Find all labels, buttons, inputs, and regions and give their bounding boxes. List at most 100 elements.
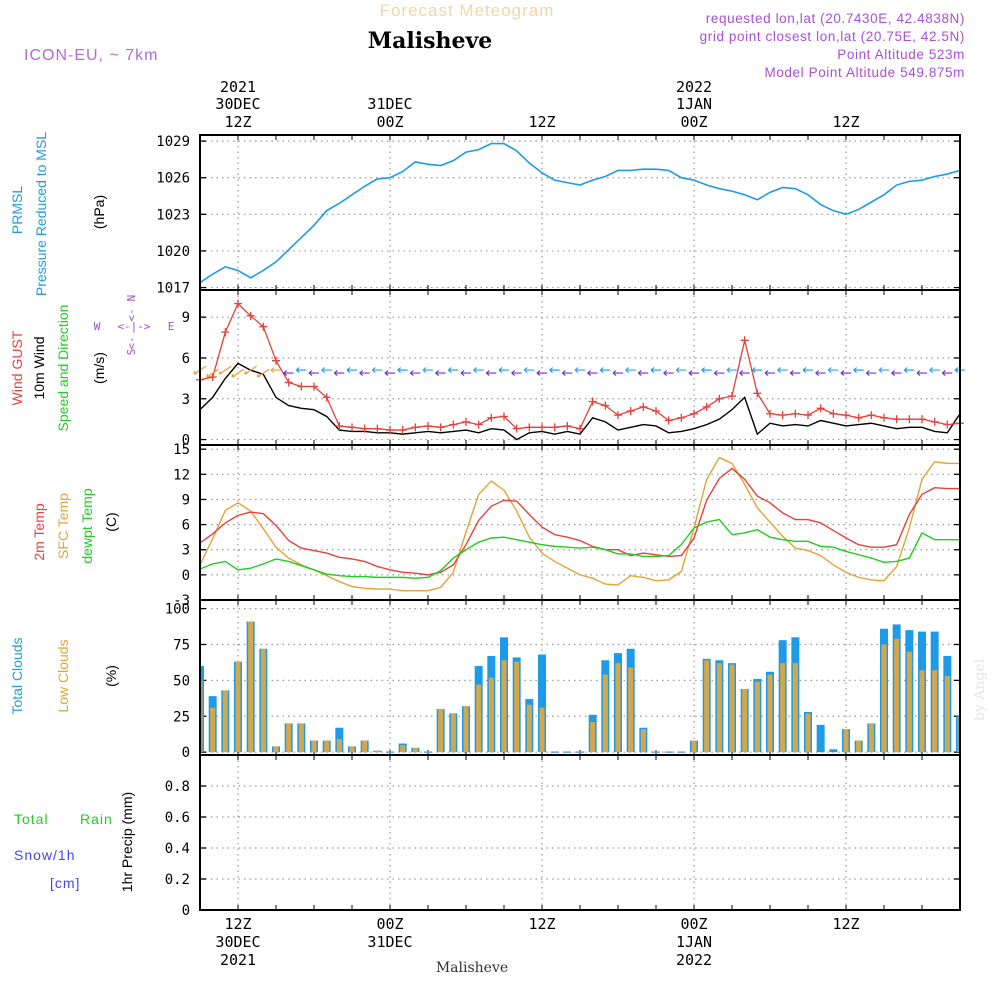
wind-direction-arrow	[231, 368, 245, 378]
wind-direction-arrow	[206, 368, 219, 378]
gust-marker	[221, 328, 230, 337]
y-tick-label: -3	[173, 593, 190, 609]
gust-marker	[601, 401, 610, 410]
gust-marker	[791, 409, 800, 418]
wind-direction-arrow	[256, 368, 270, 378]
gust-marker	[690, 409, 698, 418]
snow-label: Snow/1h	[14, 847, 75, 863]
y-tick-label: 9	[182, 492, 190, 508]
gust-marker	[854, 413, 863, 422]
wind-gust-label: Wind GUST	[9, 330, 25, 405]
sfc-temp-label: SFC Temp	[55, 493, 71, 559]
wind-direction-arrow	[815, 370, 826, 377]
low-cloud-bar	[412, 747, 418, 753]
time-label-hour: 12Z	[528, 915, 555, 933]
gust-marker	[804, 411, 812, 420]
y-tick-label: 3	[182, 543, 190, 559]
total-label: Total	[14, 811, 49, 827]
precip-panel: Total Rain Snow/1h [cm] 1hr Precip (mm) …	[14, 754, 961, 919]
time-label-date: 30DEC	[215, 95, 260, 113]
y-tick-label: 6	[182, 351, 190, 367]
low-cloud-bar	[210, 707, 216, 753]
y-tick-label: 100	[165, 602, 190, 618]
gust-marker	[639, 402, 648, 411]
low-cloud-bar	[526, 704, 532, 753]
wind-direction-arrow	[688, 370, 699, 377]
time-label-year: 2022	[676, 951, 712, 969]
gust-marker	[386, 426, 394, 435]
y-tick-label: 6	[182, 518, 190, 534]
low-cloud-bar	[704, 660, 710, 753]
wind-direction-arrow	[802, 367, 813, 374]
low-cloud-bar	[201, 680, 203, 753]
gust-marker	[664, 416, 673, 425]
clouds-unit: (%)	[103, 665, 119, 687]
temperature-unit: (C)	[103, 512, 119, 531]
low-cloud-bar	[843, 729, 849, 753]
low-cloud-bar	[780, 663, 786, 753]
low-cloud-bar	[235, 661, 241, 753]
low-cloud-bar	[400, 744, 406, 753]
gust-marker	[766, 409, 774, 418]
gust-marker	[816, 404, 825, 413]
wind-direction-arrow	[840, 370, 851, 377]
y-tick-label: 9	[182, 310, 190, 326]
gust-marker	[842, 411, 850, 420]
low-cloud-bar	[349, 746, 355, 753]
gust-marker	[652, 407, 660, 416]
low-cloud-bar	[336, 739, 342, 753]
wind-direction-arrow	[321, 367, 332, 374]
gust-marker	[677, 413, 686, 422]
wind-direction-arrow	[675, 367, 687, 374]
gust-marker	[512, 424, 521, 433]
wind-direction-arrow	[244, 365, 257, 375]
low-cloud-bar	[222, 690, 228, 753]
gust-marker	[259, 322, 268, 331]
gust-marker	[297, 382, 306, 391]
wind-direction-arrow	[853, 367, 864, 374]
pressure-unit: (hPa)	[91, 195, 107, 229]
low-cloud-bar	[374, 750, 380, 753]
low-cloud-bar	[488, 677, 494, 753]
wind-direction-arrow	[701, 367, 712, 374]
gust-marker	[753, 389, 762, 398]
low-cloud-bar	[691, 740, 697, 753]
time-label-hour: 12Z	[224, 915, 251, 933]
wind-direction-arrow	[827, 367, 839, 374]
2m-temp-label: 2m Temp	[31, 503, 47, 561]
wind-direction-arrow	[663, 370, 674, 377]
wind-panel: Wind GUST 10m Wind Speed and Direction (…	[9, 289, 965, 449]
low-cloud-bar	[501, 660, 507, 753]
gust-marker	[208, 373, 217, 382]
wind-direction-arrow	[916, 370, 927, 377]
gust-marker	[550, 423, 559, 432]
low-cloud-bar	[628, 667, 634, 753]
speed-direction-label: Speed and Direction	[55, 305, 71, 432]
y-tick-label: 0	[182, 745, 190, 761]
low-cloud-bar	[767, 674, 773, 753]
total-clouds-label: Total Clouds	[9, 637, 25, 714]
y-tick-label: 25	[173, 709, 190, 725]
low-cloud-bar	[438, 709, 444, 753]
low-cloud-bar	[742, 688, 748, 753]
time-label-hour: 00Z	[680, 113, 707, 131]
wind-direction-arrow	[295, 367, 307, 374]
wind-direction-arrow	[536, 370, 547, 377]
low-cloud-bar	[868, 723, 874, 753]
low-cloud-bar	[919, 670, 925, 753]
wind-speed-line	[199, 362, 961, 441]
y-tick-label: 3	[182, 392, 190, 408]
point-altitude: Point Altitude 523m	[837, 47, 965, 62]
gust-marker	[335, 421, 344, 430]
low-cloud-bar	[957, 716, 959, 753]
y-tick-label: 0.2	[165, 872, 190, 888]
wind-direction-arrow	[764, 370, 775, 377]
low-cloud-bar	[311, 740, 317, 753]
gust-marker	[246, 311, 255, 320]
wind-direction-arrow	[485, 370, 497, 377]
gust-marker	[500, 412, 508, 421]
dewpt-temp-line	[199, 518, 960, 579]
y-tick-label: 75	[173, 637, 190, 653]
gust-marker	[310, 382, 318, 391]
